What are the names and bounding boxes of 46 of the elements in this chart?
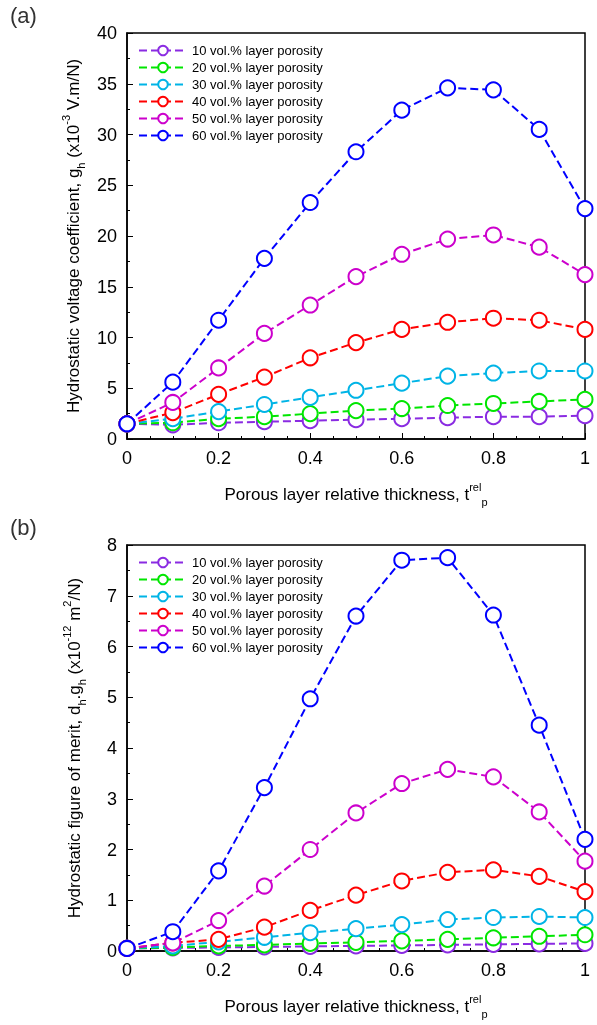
y-tick-label: 0	[106, 429, 117, 449]
y-tick-label: 15	[96, 276, 117, 297]
x-tick-label: 0.6	[389, 960, 415, 980]
y-axis-title: Hydrostatic voltage coefficient, gh (x10-3 V.m/N)	[59, 58, 87, 414]
legend-label: 60 vol.% layer porosity	[192, 128, 324, 143]
y-tick-label: 7	[106, 585, 117, 606]
legend-label: 40 vol.% layer porosity	[192, 606, 324, 621]
y-tick-label: 4	[106, 738, 117, 758]
x-tick-label: 0	[121, 960, 133, 980]
legend-label: 30 vol.% layer porosity	[192, 77, 324, 92]
x-tick-label: 0	[121, 448, 133, 468]
legend-label: 60 vol.% layer porosity	[192, 640, 324, 655]
x-tick-label: 0.2	[206, 960, 232, 980]
legend-label: 10 vol.% layer porosity	[192, 555, 324, 570]
x-tick-label: 0.4	[297, 960, 323, 980]
y-tick-label: 0	[106, 941, 117, 961]
y-tick-label: 2	[106, 839, 117, 860]
y-tick-label: 25	[96, 175, 117, 196]
legend-label: 20 vol.% layer porosity	[192, 60, 324, 75]
x-tick-label: 0.8	[480, 448, 506, 468]
y-tick-label: 5	[106, 378, 117, 399]
x-tick-label: 0.8	[480, 960, 506, 980]
text: Hydrostatic figure of merit, dh.gh (x10-12 m2/N)	[60, 577, 88, 919]
legend-label: 50 vol.% layer porosity	[192, 623, 324, 638]
legend-label: 20 vol.% layer porosity	[192, 572, 324, 587]
text: (b)	[10, 514, 37, 540]
y-tick-label: 35	[96, 73, 117, 94]
legend-label: 10 vol.% layer porosity	[192, 43, 324, 58]
y-tick-label: 5	[106, 687, 117, 708]
legend-label: 40 vol.% layer porosity	[192, 94, 324, 109]
legend-label: 50 vol.% layer porosity	[192, 111, 324, 126]
y-tick-label: 10	[96, 327, 117, 348]
y-tick-label: 1	[106, 890, 117, 911]
y-tick-label: 6	[106, 636, 117, 657]
x-tick-label: 0.4	[297, 448, 323, 468]
x-tick-label: 0.6	[389, 448, 415, 468]
x-tick-label: 0.2	[206, 448, 232, 468]
y-tick-label: 8	[106, 535, 117, 555]
text: (a)	[10, 2, 37, 28]
y-tick-label: 20	[96, 226, 117, 246]
x-tick-label: 1	[579, 448, 591, 468]
y-tick-label: 40	[96, 23, 117, 43]
x-tick-label: 1	[579, 960, 591, 980]
y-tick-label: 30	[96, 124, 117, 145]
y-tick-label: 3	[106, 788, 117, 809]
legend-label: 30 vol.% layer porosity	[192, 589, 324, 604]
